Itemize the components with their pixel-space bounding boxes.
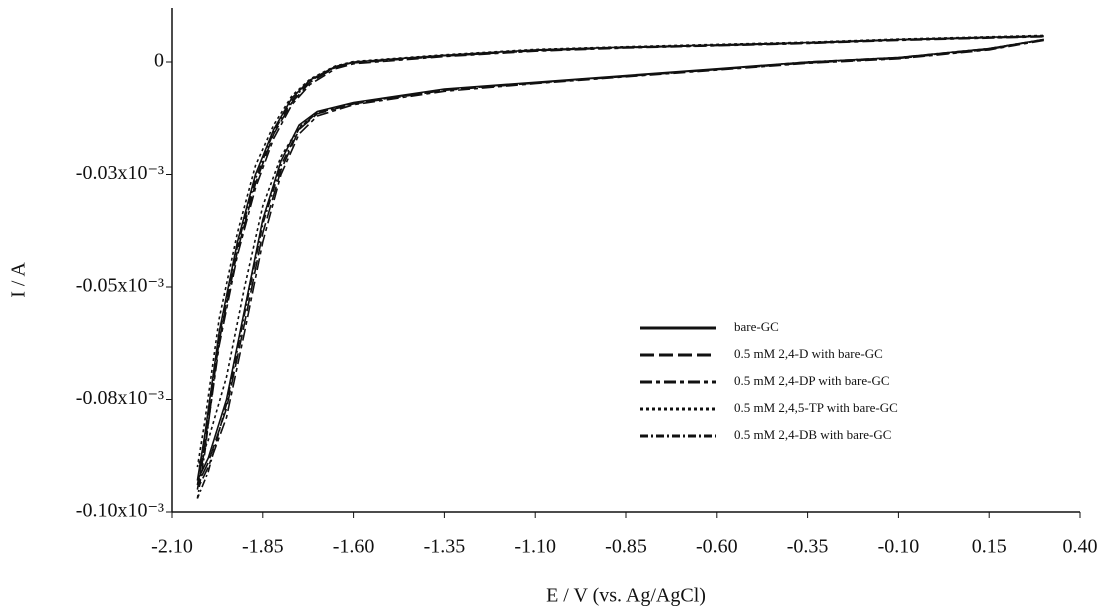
data-line	[196, 35, 1044, 499]
y-tick-label: 0	[154, 50, 164, 72]
data-line	[196, 35, 1044, 481]
x-tick-label: -1.10	[514, 536, 556, 558]
x-tick-label: -0.85	[605, 536, 647, 558]
data-line	[196, 35, 1044, 486]
data-line	[196, 36, 1044, 490]
legend-label: 0.5 mM 2,4-DB with bare-GC	[734, 427, 891, 442]
y-tick-label: -0.05x10⁻³	[76, 275, 164, 297]
x-tick-label: -1.60	[333, 536, 375, 558]
x-axis-title: E / V (vs. Ag/AgCl)	[546, 585, 706, 607]
x-tick-label: 0.15	[972, 536, 1007, 558]
y-axis-title: I / A	[8, 262, 30, 298]
x-tick-label: -0.35	[787, 536, 829, 558]
legend-label: 0.5 mM 2,4-DP with bare-GC	[734, 373, 890, 388]
legend-label: 0.5 mM 2,4-D with bare-GC	[734, 346, 883, 361]
x-tick-label: -1.85	[242, 536, 284, 558]
legend-label: 0.5 mM 2,4,5-TP with bare-GC	[734, 400, 898, 415]
data-line	[196, 34, 1044, 468]
x-tick-label: -2.10	[151, 536, 193, 558]
legend-label: bare-GC	[734, 319, 779, 334]
y-tick-label: -0.08x10⁻³	[76, 387, 164, 409]
y-tick-label: -0.03x10⁻³	[76, 162, 164, 184]
x-tick-label: -0.60	[696, 536, 738, 558]
x-tick-label: 0.40	[1063, 536, 1098, 558]
x-tick-label: -0.10	[878, 536, 920, 558]
x-tick-label: -1.35	[424, 536, 466, 558]
y-tick-label: -0.10x10⁻³	[76, 500, 164, 522]
